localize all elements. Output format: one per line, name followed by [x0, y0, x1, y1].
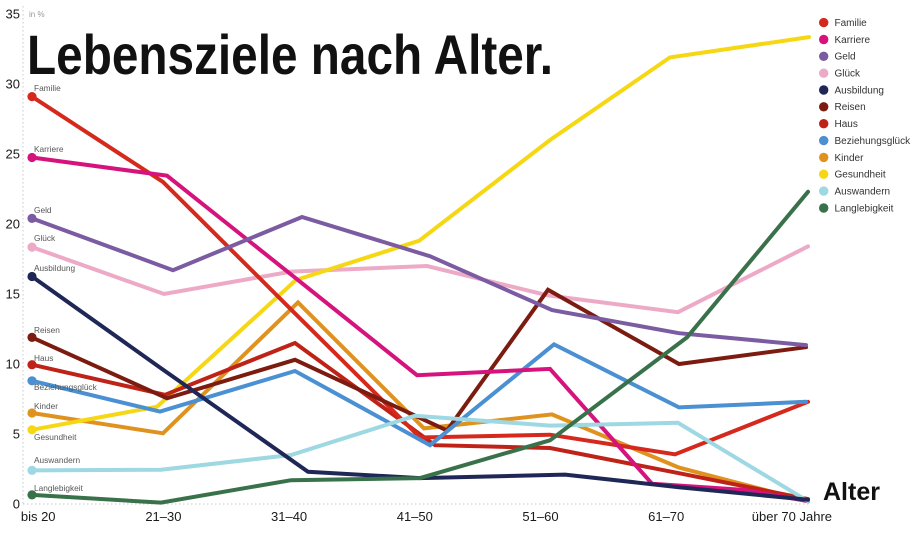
svg-text:15: 15 [6, 287, 20, 302]
svg-text:30: 30 [6, 77, 20, 92]
svg-text:Langlebigkeit: Langlebigkeit [34, 483, 84, 493]
svg-text:51–60: 51–60 [522, 509, 558, 524]
svg-text:21–30: 21–30 [145, 509, 181, 524]
svg-text:bis 20: bis 20 [21, 509, 56, 524]
svg-text:Karriere: Karriere [34, 144, 64, 154]
svg-text:Glück: Glück [34, 233, 56, 243]
svg-text:25: 25 [6, 147, 20, 162]
svg-text:Ausbildung: Ausbildung [34, 263, 75, 273]
svg-text:Ausbildung: Ausbildung [835, 85, 884, 96]
svg-text:Auswandern: Auswandern [34, 455, 81, 465]
svg-text:10: 10 [6, 357, 20, 372]
svg-text:Kinder: Kinder [34, 401, 58, 411]
svg-text:Haus: Haus [34, 353, 53, 363]
svg-text:Beziehungsglück: Beziehungsglück [835, 136, 912, 147]
svg-text:Haus: Haus [835, 119, 858, 130]
svg-text:Alter: Alter [823, 478, 880, 506]
svg-text:über 70 Jahre: über 70 Jahre [752, 509, 832, 524]
svg-text:20: 20 [6, 217, 20, 232]
svg-text:Reisen: Reisen [34, 325, 60, 335]
svg-text:5: 5 [13, 427, 20, 442]
svg-text:Lebensziele nach Alter.: Lebensziele nach Alter. [27, 23, 553, 86]
svg-text:in %: in % [29, 10, 45, 19]
svg-text:Geld: Geld [34, 205, 52, 215]
svg-text:41–50: 41–50 [397, 509, 433, 524]
svg-text:Karriere: Karriere [835, 35, 871, 46]
svg-text:Kinder: Kinder [835, 153, 865, 164]
svg-text:35: 35 [6, 7, 20, 22]
svg-text:0: 0 [13, 497, 20, 512]
svg-text:Familie: Familie [34, 83, 61, 93]
svg-text:Beziehungsglück: Beziehungsglück [34, 382, 98, 392]
svg-text:Reisen: Reisen [835, 102, 866, 113]
svg-text:Langlebigkeit: Langlebigkeit [835, 203, 894, 214]
svg-text:Glück: Glück [835, 69, 862, 80]
svg-text:Familie: Familie [835, 18, 868, 29]
svg-text:31–40: 31–40 [271, 509, 307, 524]
svg-text:Gesundheit: Gesundheit [34, 432, 77, 442]
svg-text:Gesundheit: Gesundheit [835, 170, 886, 181]
svg-text:Auswandern: Auswandern [835, 187, 891, 198]
svg-text:61–70: 61–70 [648, 509, 684, 524]
svg-text:Geld: Geld [835, 52, 856, 63]
